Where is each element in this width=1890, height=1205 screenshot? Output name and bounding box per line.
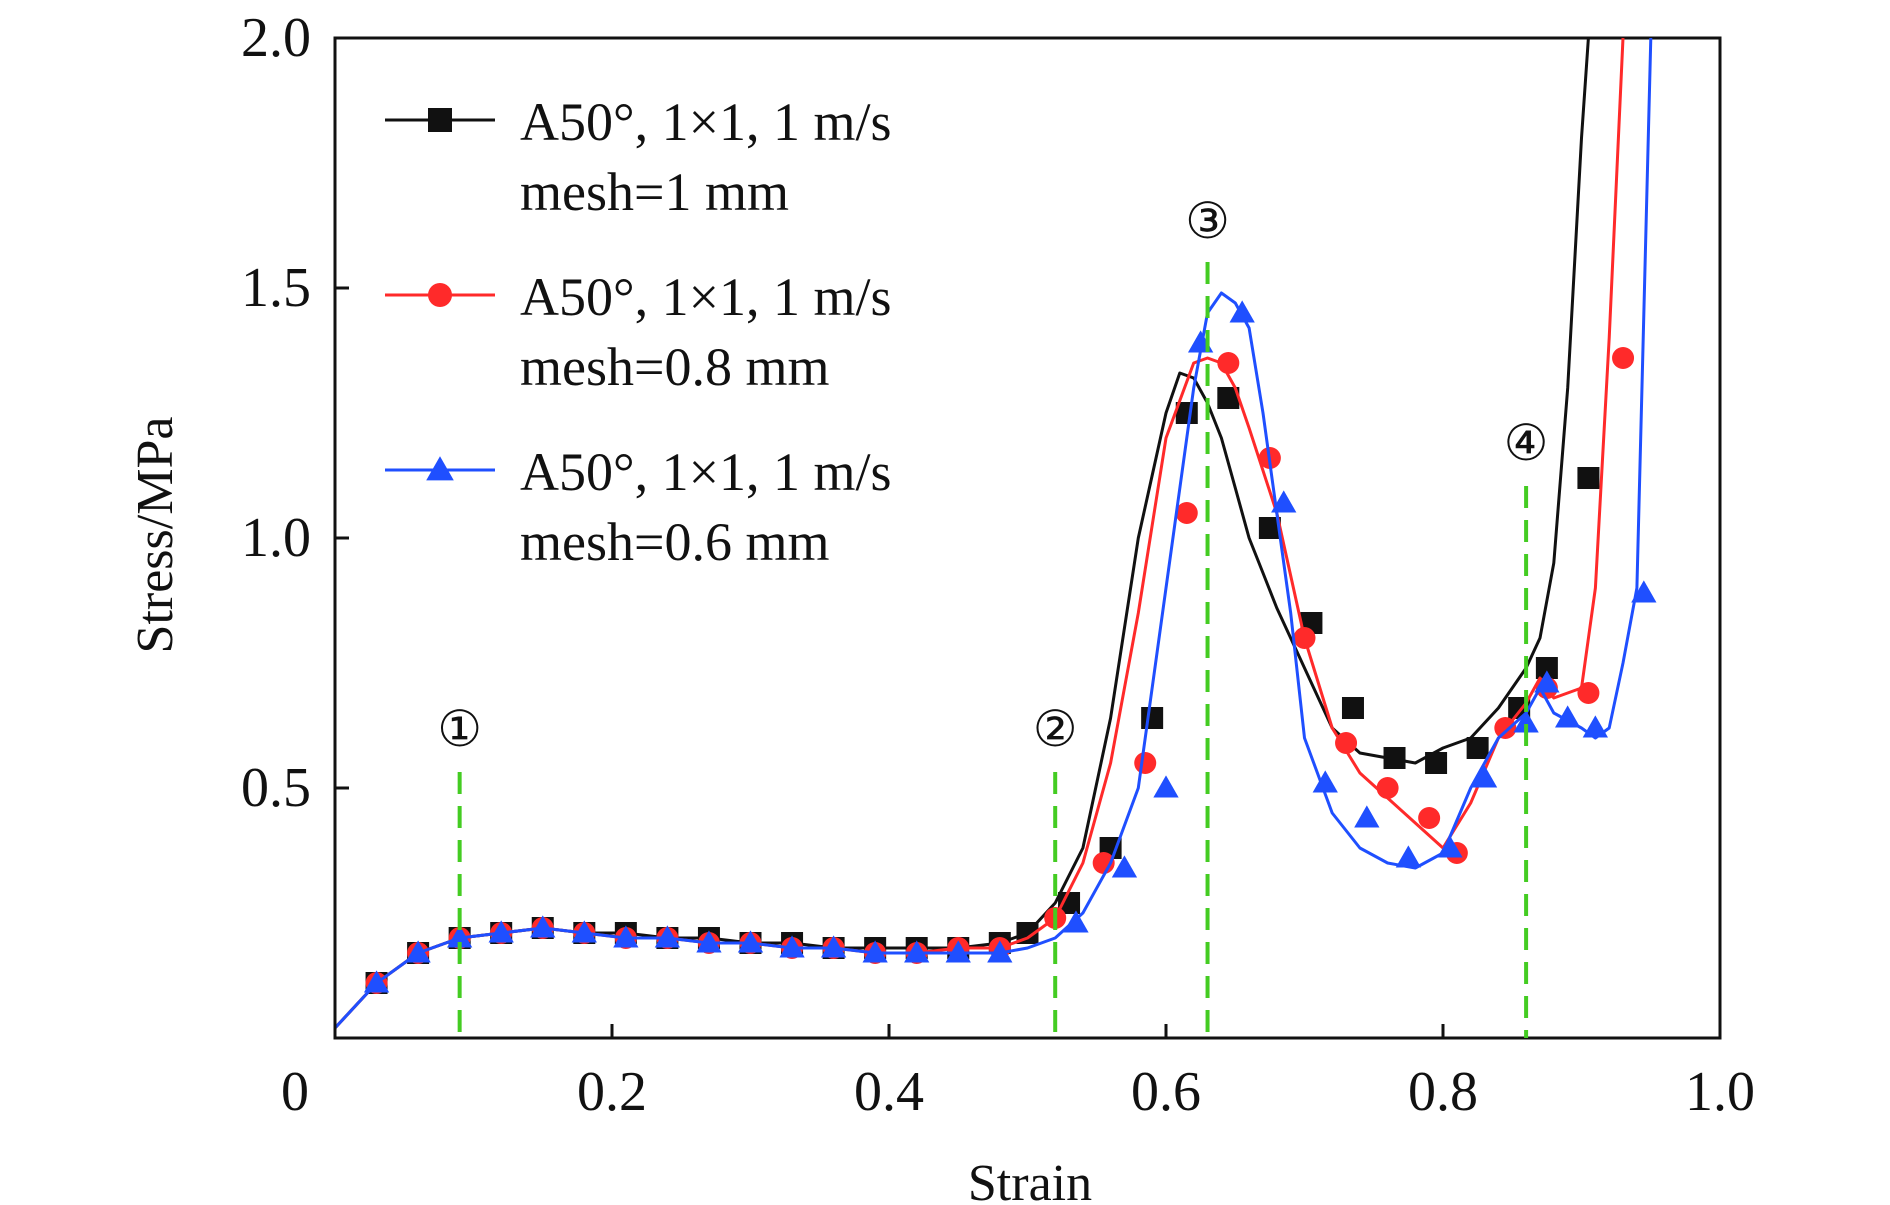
legend-label-line2: mesh=0.8 mm — [520, 337, 829, 397]
data-point — [1175, 502, 1198, 524]
data-point — [1535, 657, 1558, 679]
data-point — [1341, 697, 1364, 719]
data-point — [1555, 705, 1581, 728]
data-point — [1141, 707, 1164, 729]
data-point — [1134, 752, 1157, 774]
stage-marker-lines: ① ② ③ ④ — [437, 193, 1549, 1038]
data-point — [1437, 835, 1463, 858]
data-point — [945, 940, 971, 963]
data-point — [1312, 770, 1338, 793]
data-point — [862, 940, 888, 963]
data-point — [1582, 715, 1608, 738]
data-point — [1258, 517, 1281, 539]
data-point — [1293, 627, 1316, 649]
data-point — [1111, 855, 1138, 878]
data-point — [1335, 732, 1358, 754]
x-tick-label: 0.8 — [1408, 1061, 1478, 1123]
data-point — [1577, 467, 1600, 489]
legend-swatch-marker — [426, 456, 454, 481]
data-point — [1418, 807, 1441, 829]
data-point — [1229, 300, 1255, 323]
data-point — [820, 935, 847, 958]
data-point — [1376, 777, 1399, 799]
data-point — [488, 920, 514, 943]
data-point — [654, 925, 681, 948]
data-point — [1217, 352, 1240, 374]
data-point — [1153, 775, 1179, 798]
legend-label-line1: A50°, 1×1, 1 m/s — [520, 92, 892, 152]
legend-swatch-marker — [428, 108, 452, 132]
axis-ticks: 0 0.2 0.4 0.6 0.8 1.0 0.5 1.0 1.5 2.0 — [241, 7, 1755, 1123]
data-point — [1063, 910, 1089, 933]
data-point — [1513, 710, 1539, 733]
series-line — [333, 37, 1590, 1030]
data-point — [613, 925, 639, 948]
data-point — [737, 930, 764, 953]
x-axis-label: Strain — [968, 1155, 1092, 1205]
y-tick-label: 2.0 — [241, 7, 311, 69]
data-point — [363, 970, 390, 993]
stage-label: ③ — [1185, 193, 1230, 249]
legend-label-line2: mesh=0.6 mm — [520, 512, 829, 572]
data-point — [1577, 682, 1600, 704]
data-point — [1494, 717, 1517, 739]
data-point — [779, 935, 805, 958]
data-point — [447, 925, 473, 948]
data-point — [1217, 387, 1240, 409]
y-axis-label: Stress/MPa — [127, 417, 184, 654]
legend-label-line1: A50°, 1×1, 1 m/s — [520, 267, 892, 327]
legend-item: A50°, 1×1, 1 m/s mesh=0.8 mm — [385, 267, 892, 397]
data-point — [1354, 805, 1380, 828]
data-point — [405, 940, 431, 963]
data-point — [1271, 490, 1297, 513]
legend-swatch-marker — [428, 283, 452, 307]
y-tick-label: 0.5 — [241, 757, 311, 819]
data-point — [1631, 580, 1657, 603]
data-point — [1471, 765, 1498, 788]
data-point — [1058, 892, 1081, 914]
stage-label: ① — [437, 701, 482, 757]
data-point — [1395, 845, 1422, 868]
data-point — [696, 930, 722, 953]
x-tick-label: 0.6 — [1131, 1061, 1201, 1123]
data-point — [530, 915, 556, 938]
y-tick-label: 1.0 — [241, 507, 311, 569]
data-point — [1383, 747, 1406, 769]
data-point — [1425, 752, 1448, 774]
stage-label: ② — [1033, 701, 1078, 757]
x-tick-label: 0.4 — [854, 1061, 924, 1123]
series-3 — [333, 37, 1657, 1030]
data-point — [1534, 670, 1560, 693]
stage-label: ④ — [1504, 415, 1549, 471]
x-tick-label: 1.0 — [1685, 1061, 1755, 1123]
y-tick-label: 1.5 — [241, 257, 311, 319]
data-point — [571, 920, 597, 943]
data-point — [1466, 737, 1489, 759]
legend-item: A50°, 1×1, 1 m/s mesh=1 mm — [385, 92, 892, 222]
data-point — [904, 940, 930, 963]
data-point — [1612, 347, 1635, 369]
data-point — [987, 940, 1013, 963]
legend-label-line2: mesh=1 mm — [520, 162, 789, 222]
legend-label-line1: A50°, 1×1, 1 m/s — [520, 442, 892, 502]
x-tick-label: 0 — [281, 1061, 309, 1123]
legend-item: A50°, 1×1, 1 m/s mesh=0.6 mm — [385, 442, 892, 572]
x-tick-label: 0.2 — [577, 1061, 647, 1123]
series-layer — [333, 37, 1657, 1030]
